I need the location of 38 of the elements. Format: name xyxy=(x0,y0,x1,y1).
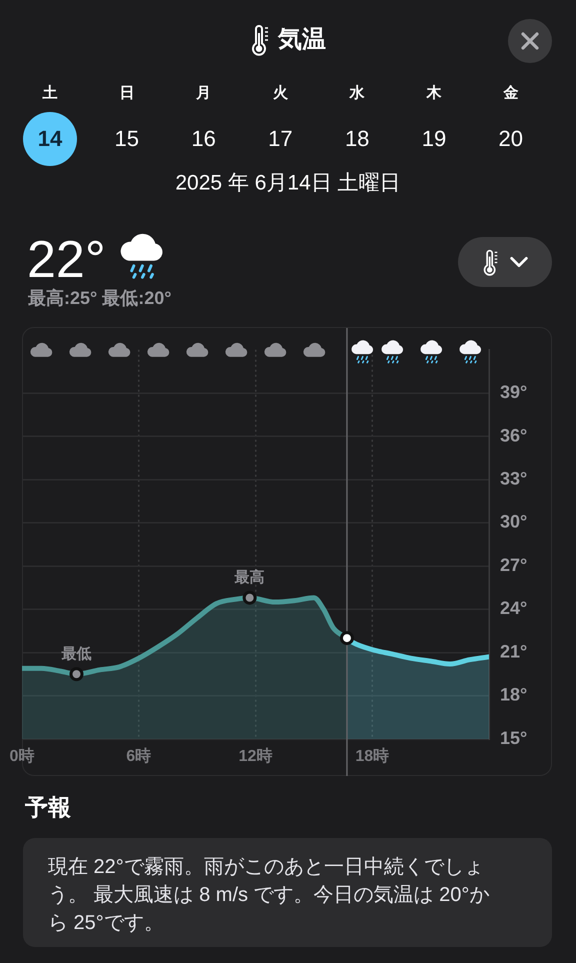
point xyxy=(340,631,354,646)
text: 水 xyxy=(350,84,365,102)
y-tick-label: 21° xyxy=(500,641,528,662)
text: 18 xyxy=(344,126,370,151)
text: 土 xyxy=(42,84,58,102)
text: 火 xyxy=(272,84,288,102)
forecast-card: 現在 22°で霧雨。雨がこのあと一日中続くでしょう。 最大風速は 8 m/s です。今日の気温は 20°から 25°です。 xyxy=(23,838,552,947)
text: 14 xyxy=(38,126,62,151)
text: 木 xyxy=(426,84,442,102)
y-tick-label: 18° xyxy=(500,684,528,705)
y-tick-label: 36° xyxy=(500,425,528,446)
y-tick-label: 15° xyxy=(500,728,528,748)
y-tick-label: 24° xyxy=(500,598,528,618)
text: 金 xyxy=(503,84,518,102)
text: 19 xyxy=(422,126,446,151)
text: 20 xyxy=(498,126,524,151)
annotation: 最高 xyxy=(234,568,265,586)
text: 予報 xyxy=(25,794,71,820)
y-tick-label: 39° xyxy=(500,382,528,402)
text: 22° xyxy=(27,231,106,289)
annotation: 最低 xyxy=(60,645,92,662)
text: 日 xyxy=(119,84,134,102)
chart-subtitle: 2025 年 6月14日 土曜日 xyxy=(175,172,401,194)
x-tick-label: 6時 xyxy=(126,747,152,766)
point xyxy=(69,667,84,682)
text: 15 xyxy=(114,126,140,151)
text: 最高:25° 最低:20° xyxy=(28,288,172,308)
text: 17 xyxy=(268,126,293,151)
chart-title: 気温 xyxy=(278,26,326,53)
point xyxy=(242,590,257,605)
y-tick-label: 30° xyxy=(500,512,528,532)
x-tick-label: 18時 xyxy=(355,747,390,766)
x-tick-label: 0時 xyxy=(10,747,34,766)
text: 16 xyxy=(191,126,216,151)
y-tick-label: 27° xyxy=(500,554,528,575)
y-tick-label: 33° xyxy=(500,468,528,488)
x-tick-label: 12時 xyxy=(238,747,272,766)
text: 月 xyxy=(196,84,212,102)
